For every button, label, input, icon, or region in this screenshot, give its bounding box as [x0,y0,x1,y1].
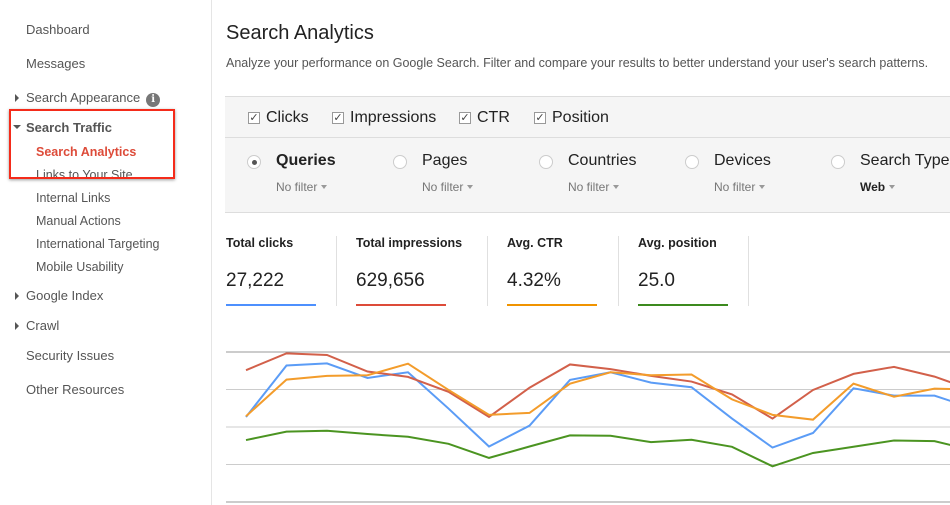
sidebar-item-international-targeting[interactable]: International Targeting [36,237,160,251]
total-impressions[interactable]: Total impressions 629,656 [356,236,462,306]
info-icon[interactable]: i [146,93,161,107]
filter-dropdown[interactable]: No filter [422,180,474,194]
sidebar-item-google-index[interactable]: Google Index [15,288,104,303]
radio-button[interactable] [247,155,261,169]
sidebar-item-dashboard[interactable]: Dashboard [26,22,90,37]
sidebar-item-internal-links[interactable]: Internal Links [36,191,111,205]
sidebar-item-label: Crawl [26,318,60,333]
series-line-ctr [245,362,950,421]
radio-button[interactable] [539,155,553,169]
total-clicks[interactable]: Total clicks 27,222 [226,236,316,306]
avg-position[interactable]: Avg. position 25.0 [638,236,728,306]
ctr-checkbox[interactable]: ✓ CTR [459,109,510,126]
filter-dropdown[interactable]: No filter [568,180,620,194]
sidebar-item-mobile-usability[interactable]: Mobile Usability [36,260,124,274]
sidebar-item-manual-actions[interactable]: Manual Actions [36,214,121,228]
sidebar-item-crawl[interactable]: Crawl [15,318,60,333]
sidebar-item-search-appearance[interactable]: Search Appearance i [15,90,161,107]
caret-down-icon [613,185,620,189]
caret-down-icon [759,185,766,189]
series-line-position [245,429,950,468]
expand-arrow-icon [15,322,19,330]
sidebar-item-label: Search Traffic [26,120,112,135]
position-checkbox[interactable]: ✓ Position [534,109,609,126]
clicks-checkbox[interactable]: ✓ Clicks [248,109,309,126]
caret-down-icon [889,185,896,189]
caret-down-icon [467,185,474,189]
metrics-row: ✓ Clicks ✓ Impressions ✓ CTR ✓ Position [225,97,950,138]
radio-button[interactable] [393,155,407,169]
highlight-box [9,109,175,179]
filter-dropdown[interactable]: No filter [714,180,766,194]
sidebar: Dashboard Messages Search Appearance i Se… [0,0,212,505]
sidebar-item-messages[interactable]: Messages [26,56,86,71]
sidebar-item-security-issues[interactable]: Security Issues [26,348,115,363]
avg-ctr[interactable]: Avg. CTR 4.32% [507,236,597,306]
expand-arrow-icon [15,94,19,102]
sidebar-item-other-resources[interactable]: Other Resources [26,382,125,397]
sidebar-item-label: Google Index [26,288,104,303]
filter-panel: ✓ Clicks ✓ Impressions ✓ CTR ✓ Position Quer… [225,96,950,213]
checkmark-icon: ✓ [459,112,471,124]
page-description: Analyze your performance on Google Searc… [226,56,929,70]
series-line-impressions [245,352,950,420]
radio-button[interactable] [685,155,699,169]
checkmark-icon: ✓ [248,112,260,124]
sidebar-item-search-traffic[interactable]: Search Traffic [13,120,112,135]
expand-arrow-icon [15,292,19,300]
collapse-arrow-icon [13,125,21,129]
caret-down-icon [321,185,328,189]
sidebar-item-search-analytics[interactable]: Search Analytics [36,145,137,159]
checkmark-icon: ✓ [332,112,344,124]
radio-button[interactable] [831,155,845,169]
sidebar-item-label: Search Appearance [26,90,141,105]
impressions-checkbox[interactable]: ✓ Impressions [332,109,437,126]
filter-dropdown[interactable]: Web [860,180,896,194]
page-title: Search Analytics [226,22,374,44]
filter-dropdown[interactable]: No filter [276,180,328,194]
checkmark-icon: ✓ [534,112,546,124]
